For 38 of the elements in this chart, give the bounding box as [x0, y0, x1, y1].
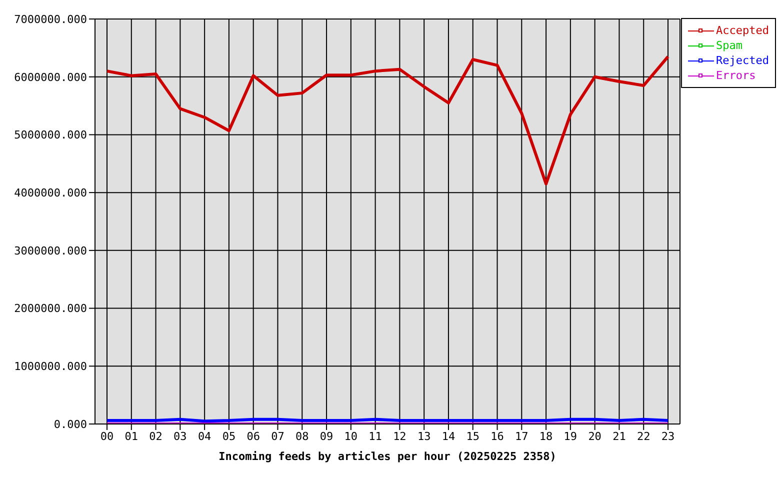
x-tick-label: 16: [490, 430, 504, 443]
x-tick-label: 12: [393, 430, 406, 443]
x-tick-label: 04: [198, 430, 212, 443]
x-tick-label: 23: [661, 430, 675, 443]
legend-label: Rejected: [716, 53, 769, 68]
x-tick-label: 22: [636, 430, 650, 443]
x-tick-label: 09: [320, 430, 334, 443]
line-series: [106, 55, 670, 186]
y-tick-label: 1000000.000: [14, 360, 87, 374]
y-tick-label: 0.000: [54, 418, 87, 431]
y-tick-label: 4000000.000: [14, 186, 87, 200]
x-tick-label: 01: [124, 430, 138, 443]
y-tick-label: 3000000.000: [14, 244, 87, 258]
x-tick-label: 10: [344, 430, 358, 443]
x-tick-label: 19: [564, 430, 578, 443]
x-tick-label: 06: [246, 430, 260, 443]
x-tick-label: 05: [222, 430, 236, 443]
x-tick-label: 18: [539, 430, 553, 443]
x-tick-label: 13: [417, 430, 431, 443]
x-tick-label: 08: [296, 430, 309, 443]
x-tick-label: 17: [515, 430, 528, 443]
legend-label: Spam: [716, 38, 743, 53]
x-tick-label: 15: [466, 430, 480, 443]
y-tick-label: 7000000.000: [14, 12, 87, 26]
y-tick-label: 5000000.000: [14, 128, 87, 142]
x-tick-label: 00: [100, 430, 114, 443]
y-tick-label: 2000000.000: [14, 302, 87, 316]
x-tick-label: 21: [612, 430, 626, 443]
x-tick-label: 03: [174, 430, 187, 443]
x-axis-title: Incoming feeds by articles per hour (20250225 2358): [218, 450, 556, 463]
x-tick-label: 11: [368, 430, 382, 443]
x-tick-label: 02: [149, 430, 162, 443]
x-tick-label: 20: [588, 430, 602, 443]
legend-label: Errors: [716, 68, 756, 83]
y-tick-label: 6000000.000: [14, 70, 87, 84]
x-tick-label: 14: [442, 430, 456, 443]
x-tick-label: 07: [271, 430, 284, 443]
legend-label: Accepted: [716, 23, 769, 38]
